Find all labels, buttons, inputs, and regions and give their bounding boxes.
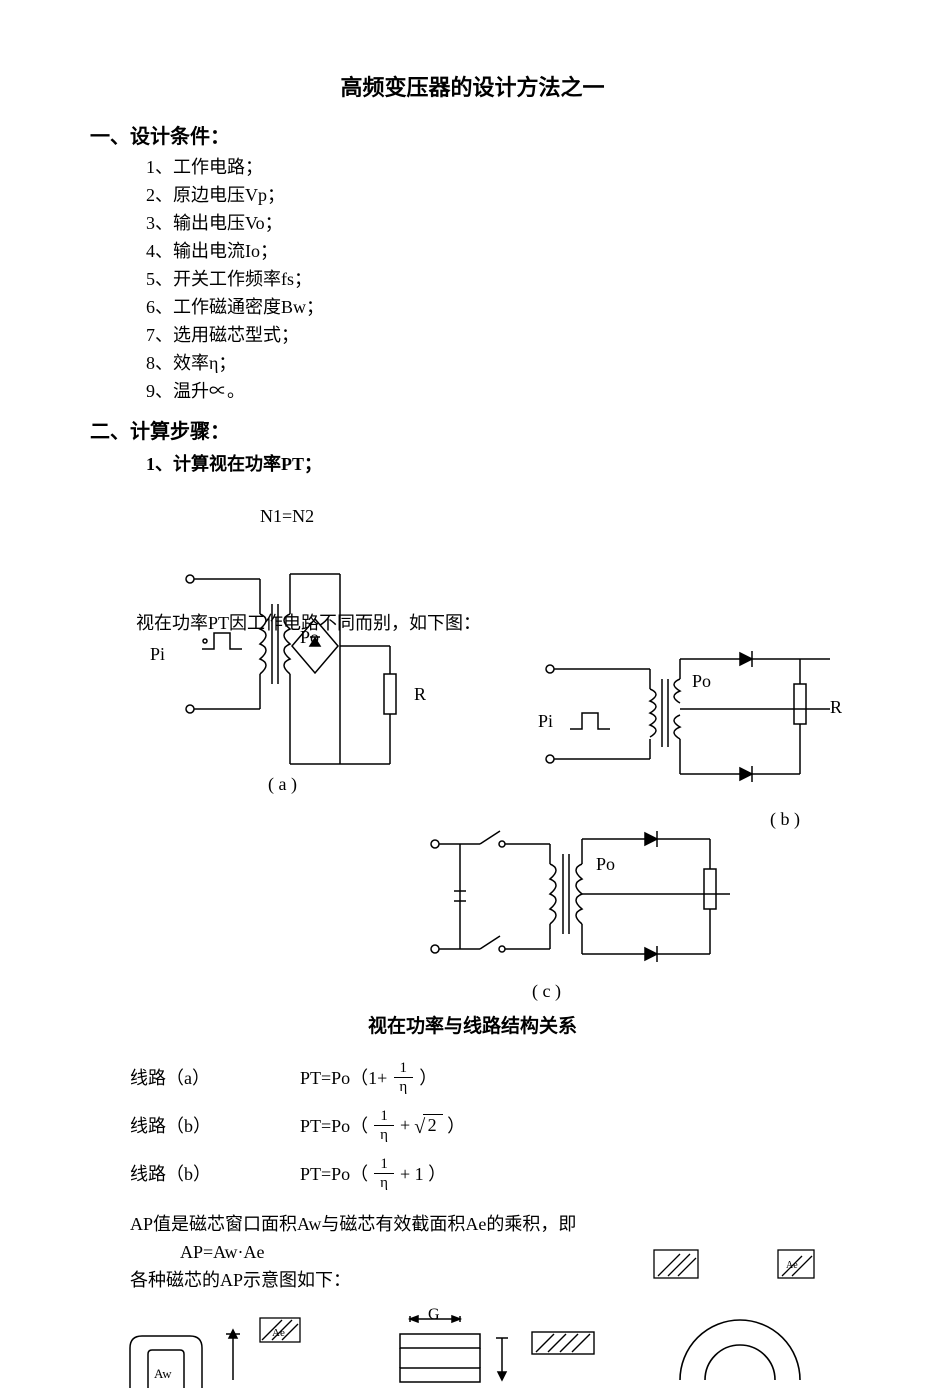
design-conditions-list: 1、工作电路； 2、原边电压Vp； 3、输出电压Vo； 4、输出电流Io； 5、… <box>146 153 855 405</box>
formula-c-label: 线路（b） <box>130 1160 300 1186</box>
formula-c: 线路（b） PT=Po（ 1 η + 1 ） <box>130 1152 855 1194</box>
formula-a-label: 线路（a） <box>130 1064 300 1090</box>
formula-c-mid: + 1 ） <box>400 1160 446 1186</box>
svg-text:Ae: Ae <box>786 1260 798 1271</box>
label-po-a: Po <box>300 627 319 648</box>
list-item: 1、工作电路； <box>146 153 855 181</box>
formula-b: 线路（b） PT=Po（ 1 η + √ 2 ） <box>130 1104 855 1146</box>
core-c-shape: Aw <box>120 1328 230 1398</box>
formula-b-lhs: PT=Po（ <box>300 1112 368 1138</box>
core-hatch-pair: Ae <box>652 1248 822 1288</box>
formula-a-lhs: PT=Po（1+ <box>300 1064 387 1090</box>
label-pi-a: Pi <box>150 644 165 665</box>
ap-description: AP值是磁芯窗口面积Aw与磁芯有效截面积Ae的乘积，即 <box>130 1210 855 1238</box>
list-item: 5、开关工作频率fs； <box>146 265 855 293</box>
formula-c-lhs: PT=Po（ <box>300 1160 368 1186</box>
caption-b: ( b ) <box>770 809 800 830</box>
core-toroid <box>650 1270 820 1390</box>
section1-heading: 一、设计条件： <box>90 120 855 149</box>
step1: 1、计算视在功率PT； <box>146 450 855 476</box>
fraction: 1 η <box>374 1107 394 1144</box>
label-pi-b: Pi <box>538 711 553 732</box>
formula-a-rhs: ） <box>419 1064 437 1090</box>
list-item: 9、温升∝。 <box>146 377 855 405</box>
core-e-arrow <box>488 1332 516 1384</box>
sqrt: √ 2 <box>414 1114 443 1137</box>
label-r-a: R <box>414 684 426 705</box>
formula-b-label: 线路（b） <box>130 1112 300 1138</box>
label-po-c: Po <box>596 854 615 875</box>
list-item: 8、效率η； <box>146 349 855 377</box>
circuit-c <box>410 819 740 989</box>
core-diagrams-row: Aw Ae G <box>90 1308 855 1398</box>
fraction: 1 η <box>393 1059 413 1096</box>
svg-text:Ae: Ae <box>272 1327 285 1339</box>
list-item: 2、原边电压Vp； <box>146 181 855 209</box>
circuit-a <box>150 549 450 789</box>
fraction: 1 η <box>374 1155 394 1192</box>
core-ae-hatch: Ae <box>258 1316 304 1348</box>
core-hatch-rect <box>530 1330 600 1366</box>
section2-heading: 二、计算步骤： <box>90 415 855 444</box>
list-item: 4、输出电流Io； <box>146 237 855 265</box>
label-po-b: Po <box>692 671 711 692</box>
subsection-title: 视在功率与线路结构关系 <box>90 1011 855 1038</box>
list-item: 6、工作磁通密度Bw； <box>146 293 855 321</box>
label-r-b: R <box>830 697 842 718</box>
caption-c: ( c ) <box>532 981 561 1002</box>
caption-a: ( a ) <box>268 774 297 795</box>
list-item: 7、选用磁芯型式； <box>146 321 855 349</box>
document-title: 高频变压器的设计方法之一 <box>90 70 855 102</box>
formula-a: 线路（a） PT=Po（1+ 1 η ） <box>130 1056 855 1098</box>
label-g: G <box>428 1306 440 1324</box>
circuit-b <box>530 639 850 819</box>
formula-b-mid: + <box>400 1115 410 1136</box>
core-side-arrow <box>218 1328 248 1388</box>
formula-b-rhs: ） <box>447 1112 465 1138</box>
list-item: 3、输出电压Vo； <box>146 209 855 237</box>
svg-text:Aw: Aw <box>154 1366 172 1381</box>
circuit-diagrams: 视在功率PT因工作电路不同而别，如下图： <box>90 519 855 999</box>
